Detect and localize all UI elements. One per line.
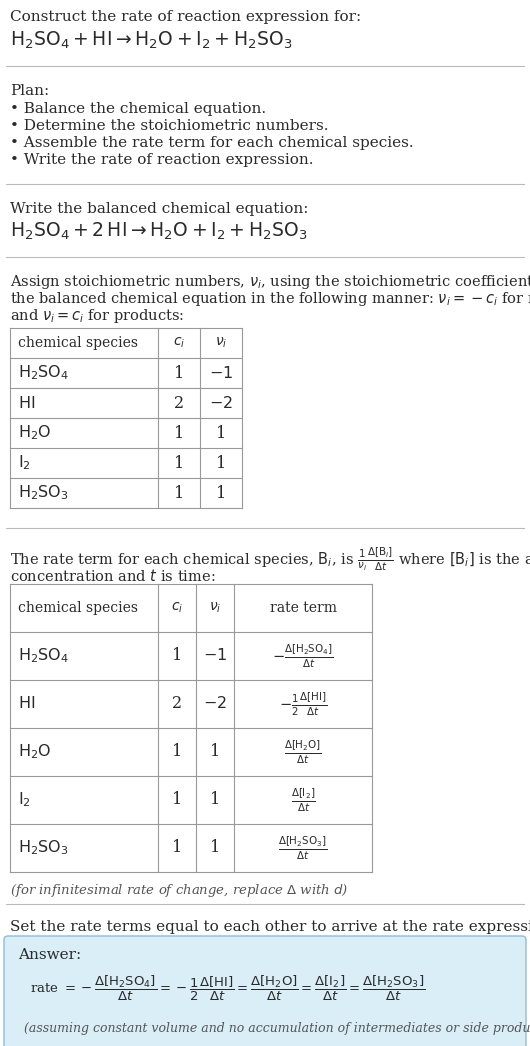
Text: $\mathrm{I_2}$: $\mathrm{I_2}$ <box>18 791 31 810</box>
Text: $\mathrm{I_2}$: $\mathrm{I_2}$ <box>18 454 31 473</box>
Text: $\mathrm{HI}$: $\mathrm{HI}$ <box>18 696 35 712</box>
Text: $\mathrm{H_2SO_4}$: $\mathrm{H_2SO_4}$ <box>18 646 69 665</box>
Text: $\frac{\Delta[\mathrm{H_2SO_3}]}{\Delta t}$: $\frac{\Delta[\mathrm{H_2SO_3}]}{\Delta … <box>278 835 328 862</box>
Text: 1: 1 <box>174 484 184 501</box>
Text: $\frac{\Delta[\mathrm{H_2O}]}{\Delta t}$: $\frac{\Delta[\mathrm{H_2O}]}{\Delta t}$ <box>284 738 322 766</box>
Text: concentration and $t$ is time:: concentration and $t$ is time: <box>10 568 216 584</box>
Text: 1: 1 <box>210 792 220 809</box>
Text: chemical species: chemical species <box>18 336 138 350</box>
Text: Answer:: Answer: <box>18 948 81 962</box>
Text: the balanced chemical equation in the following manner: $\nu_i = -c_i$ for react: the balanced chemical equation in the fo… <box>10 290 530 308</box>
Text: $-\frac{\Delta[\mathrm{H_2SO_4}]}{\Delta t}$: $-\frac{\Delta[\mathrm{H_2SO_4}]}{\Delta… <box>272 642 334 669</box>
Text: $\mathrm{H_2SO_4} + \mathrm{HI}  \rightarrow  \mathrm{H_2O} + \mathrm{I_2} + \ma: $\mathrm{H_2SO_4} + \mathrm{HI} \rightar… <box>10 30 293 51</box>
Text: $\mathrm{H_2SO_3}$: $\mathrm{H_2SO_3}$ <box>18 483 69 502</box>
Text: 1: 1 <box>174 425 184 441</box>
Text: $\mathrm{H_2SO_3}$: $\mathrm{H_2SO_3}$ <box>18 839 69 858</box>
Text: Write the balanced chemical equation:: Write the balanced chemical equation: <box>10 202 308 217</box>
Text: Assign stoichiometric numbers, $\nu_i$, using the stoichiometric coefficients, $: Assign stoichiometric numbers, $\nu_i$, … <box>10 273 530 291</box>
Text: 2: 2 <box>174 394 184 411</box>
Text: $\mathrm{HI}$: $\mathrm{HI}$ <box>18 394 35 411</box>
Text: chemical species: chemical species <box>18 601 138 615</box>
Text: 1: 1 <box>216 484 226 501</box>
Text: $\mathrm{H_2SO_4} + 2\,\mathrm{HI}  \rightarrow  \mathrm{H_2O} + \mathrm{I_2} + : $\mathrm{H_2SO_4} + 2\,\mathrm{HI} \righ… <box>10 221 307 243</box>
Text: 2: 2 <box>172 696 182 712</box>
Text: $\frac{\Delta[\mathrm{I_2}]}{\Delta t}$: $\frac{\Delta[\mathrm{I_2}]}{\Delta t}$ <box>290 787 315 814</box>
Text: $\mathrm{H_2O}$: $\mathrm{H_2O}$ <box>18 743 51 761</box>
Text: 1: 1 <box>172 792 182 809</box>
Text: Set the rate terms equal to each other to arrive at the rate expression:: Set the rate terms equal to each other t… <box>10 920 530 934</box>
Text: $-2$: $-2$ <box>209 394 233 411</box>
Text: $-2$: $-2$ <box>203 696 227 712</box>
Text: 1: 1 <box>172 744 182 760</box>
Text: 1: 1 <box>174 455 184 472</box>
Text: 1: 1 <box>172 647 182 664</box>
Text: $-1$: $-1$ <box>209 364 233 382</box>
Text: $c_i$: $c_i$ <box>173 336 185 350</box>
Text: $\nu_i$: $\nu_i$ <box>215 336 227 350</box>
FancyBboxPatch shape <box>4 936 526 1046</box>
Text: (assuming constant volume and no accumulation of intermediates or side products): (assuming constant volume and no accumul… <box>24 1022 530 1034</box>
Text: rate $= -\dfrac{\Delta[\mathrm{H_2SO_4}]}{\Delta t} = -\dfrac{1}{2}\dfrac{\Delta: rate $= -\dfrac{\Delta[\mathrm{H_2SO_4}]… <box>30 974 425 1003</box>
Text: Plan:: Plan: <box>10 84 49 98</box>
Text: 1: 1 <box>216 455 226 472</box>
Text: $\nu_i$: $\nu_i$ <box>209 600 221 615</box>
Text: 1: 1 <box>210 744 220 760</box>
Text: (for infinitesimal rate of change, replace $\Delta$ with $d$): (for infinitesimal rate of change, repla… <box>10 882 348 899</box>
Text: $\mathrm{H_2O}$: $\mathrm{H_2O}$ <box>18 424 51 442</box>
Text: $-\frac{1}{2}\frac{\Delta[\mathrm{HI}]}{\Delta t}$: $-\frac{1}{2}\frac{\Delta[\mathrm{HI}]}{… <box>279 690 327 718</box>
Text: • Determine the stoichiometric numbers.: • Determine the stoichiometric numbers. <box>10 119 329 133</box>
Text: • Balance the chemical equation.: • Balance the chemical equation. <box>10 103 266 116</box>
Text: • Write the rate of reaction expression.: • Write the rate of reaction expression. <box>10 153 314 167</box>
Text: rate term: rate term <box>269 601 337 615</box>
Text: and $\nu_i = c_i$ for products:: and $\nu_i = c_i$ for products: <box>10 306 184 325</box>
Text: The rate term for each chemical species, $\mathrm{B}_i$, is $\frac{1}{\nu_i}\fra: The rate term for each chemical species,… <box>10 546 530 573</box>
Text: 1: 1 <box>172 840 182 857</box>
Text: 1: 1 <box>216 425 226 441</box>
Text: 1: 1 <box>174 364 184 382</box>
Text: $\mathrm{H_2SO_4}$: $\mathrm{H_2SO_4}$ <box>18 364 69 383</box>
Text: $c_i$: $c_i$ <box>171 600 183 615</box>
Text: $-1$: $-1$ <box>203 647 227 664</box>
Text: 1: 1 <box>210 840 220 857</box>
Text: • Assemble the rate term for each chemical species.: • Assemble the rate term for each chemic… <box>10 136 413 150</box>
Text: Construct the rate of reaction expression for:: Construct the rate of reaction expressio… <box>10 10 361 24</box>
